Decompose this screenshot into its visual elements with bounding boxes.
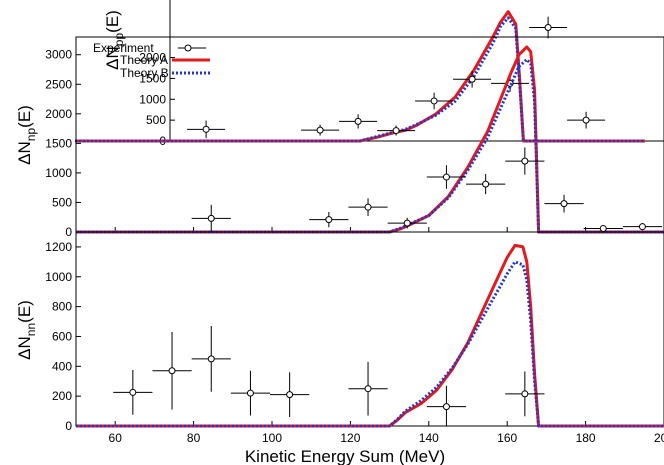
y-tick-label-np: 2000 — [45, 107, 72, 121]
data-point-pp — [316, 126, 324, 134]
data-point-pp — [354, 117, 362, 125]
y-tick-label-pp: 1000 — [139, 92, 166, 106]
data-point-nn — [207, 355, 215, 363]
y-tick-label-np: 500 — [52, 195, 72, 209]
data-point-pp — [430, 97, 438, 105]
data-point-nn — [364, 385, 372, 393]
legend-marker-experiment — [184, 44, 192, 52]
series-theory-b-nn — [76, 260, 664, 428]
ylabel-np: ΔNnp(E) — [15, 105, 38, 165]
x-tick-label-nn: 60 — [109, 431, 123, 445]
y-tick-label-pp: 1500 — [139, 71, 166, 85]
data-point-np — [364, 203, 372, 211]
legend-label-experiment: Experiment — [93, 41, 154, 55]
y-tick-label-nn: 400 — [52, 359, 72, 373]
y-tick-label-nn: 800 — [52, 300, 72, 314]
y-tick-label-np: 3000 — [45, 48, 72, 62]
data-point-np — [403, 219, 411, 227]
data-point-nn — [168, 367, 176, 375]
y-tick-label-np: 1000 — [45, 166, 72, 180]
ylabel-nn: ΔNnn(E) — [15, 300, 38, 360]
ylabel-pp: ΔNpp(E) — [103, 10, 126, 70]
x-tick-label-nn: 120 — [340, 431, 360, 445]
data-point-nn — [286, 391, 294, 399]
y-tick-label-np: 0 — [65, 225, 72, 239]
data-point-nn — [442, 403, 450, 411]
x-tick-label-nn: 160 — [497, 431, 517, 445]
x-tick-label-nn: 140 — [419, 431, 439, 445]
y-tick-label-np: 2500 — [45, 77, 72, 91]
x-tick-label-nn: 80 — [187, 431, 201, 445]
legend-label-theory-b: Theory B — [120, 66, 169, 80]
y-tick-label-nn: 0 — [65, 419, 72, 433]
y-tick-label-nn: 1000 — [45, 270, 72, 284]
plot-background-pp — [170, 0, 664, 141]
data-point-nn — [246, 389, 254, 397]
data-point-np — [521, 157, 529, 165]
data-point-pp — [392, 127, 400, 135]
data-point-np — [482, 180, 490, 188]
data-point-pp — [202, 125, 210, 133]
data-point-pp — [582, 116, 590, 124]
panel-nn: 0 200 400 600 800 1000 1200 60 80 100 120 140 160 180… — [45, 231, 664, 445]
data-point-nn — [521, 390, 529, 398]
data-point-np — [638, 223, 646, 231]
y-tick-label-nn: 1200 — [45, 240, 72, 254]
data-point-np — [325, 216, 333, 224]
x-tick-label-nn: 100 — [262, 431, 282, 445]
data-point-np — [599, 224, 607, 232]
legend-label-theory-a: Theory A — [120, 53, 168, 67]
x-tick-label-nn: 200 — [654, 431, 664, 445]
y-tick-label-nn: 600 — [52, 329, 72, 343]
data-point-np — [560, 200, 568, 208]
data-point-nn — [129, 388, 137, 396]
x-tick-label-nn: 180 — [576, 431, 596, 445]
data-point-pp — [468, 75, 476, 83]
y-tick-label-pp: 2000 — [139, 51, 166, 65]
data-point-np — [442, 173, 450, 181]
data-point-pp — [544, 24, 552, 32]
xlabel: Kinetic Energy Sum (MeV) — [245, 447, 445, 465]
data-point-np — [207, 214, 215, 222]
y-tick-label-nn: 200 — [52, 389, 72, 403]
legend: Experiment Theory A Theory B — [93, 41, 210, 80]
series-theory-b-pp — [75, 16, 645, 143]
panel-np: 0 500 1000 1500 2000 2500 3000 — [45, 36, 664, 239]
y-tick-label-np: 1500 — [45, 136, 72, 150]
y-tick-label-pp: 500 — [146, 113, 166, 127]
